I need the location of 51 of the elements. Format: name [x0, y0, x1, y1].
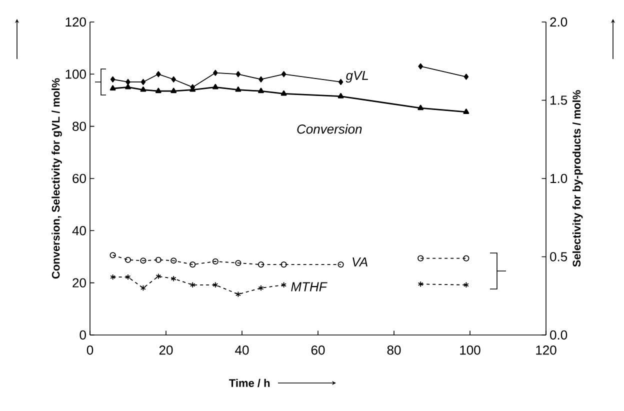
point: [140, 258, 146, 264]
y2-tick-label: 0.0: [550, 330, 568, 340]
point: [170, 276, 176, 282]
point: [258, 284, 264, 292]
point: [156, 273, 162, 280]
point: [418, 255, 424, 262]
point: [110, 252, 116, 258]
x-tick-label: 80: [387, 346, 401, 355]
point: [280, 262, 287, 268]
y-tick-label: 120: [66, 17, 86, 27]
point: [110, 274, 116, 280]
point: [190, 282, 196, 288]
x-tick-label: 20: [159, 346, 173, 355]
y-tick-label: 100: [66, 70, 86, 79]
point: [235, 260, 242, 266]
point: [155, 256, 162, 263]
point: [236, 291, 241, 298]
y-axis-title: Conversion, Selectivity for gVL / mol%: [52, 78, 62, 279]
point: [281, 282, 287, 288]
y-tick-label: 0: [80, 330, 86, 340]
x-tick-label: 40: [235, 346, 249, 355]
y2-axis-title: Selectivity for by-products / mol%: [572, 90, 583, 267]
x-tick-label: 0: [86, 346, 94, 355]
point: [464, 282, 469, 288]
y-tick-label: 60: [72, 174, 86, 184]
y-tick-label: 80: [72, 122, 86, 131]
y2-tick-label: 2.0: [550, 17, 568, 27]
x-tick-label: 120: [536, 346, 556, 355]
point: [125, 274, 131, 280]
point: [140, 284, 146, 292]
point: [170, 258, 177, 264]
y2-tick-label: 1.0: [550, 174, 568, 184]
y2-tick-label: 0.5: [550, 252, 568, 262]
point: [212, 258, 218, 264]
y2-tick-label: 1.5: [550, 96, 568, 105]
point: [338, 262, 344, 268]
point: [463, 255, 470, 262]
x-tick-label: 60: [311, 346, 325, 355]
point: [258, 262, 264, 268]
x-axis-title: Time / h: [229, 378, 270, 388]
point: [418, 281, 424, 288]
y-tick-label: 40: [72, 226, 86, 236]
x-tick-label: 100: [460, 346, 480, 355]
point: [212, 282, 218, 288]
point: [190, 262, 196, 268]
series-label: gVL: [346, 70, 368, 83]
point: [124, 256, 132, 263]
series-label: MTHF: [291, 282, 328, 292]
series-label: Conversion: [297, 124, 362, 134]
series-label: VA: [352, 257, 368, 266]
y-tick-label: 20: [72, 278, 86, 288]
